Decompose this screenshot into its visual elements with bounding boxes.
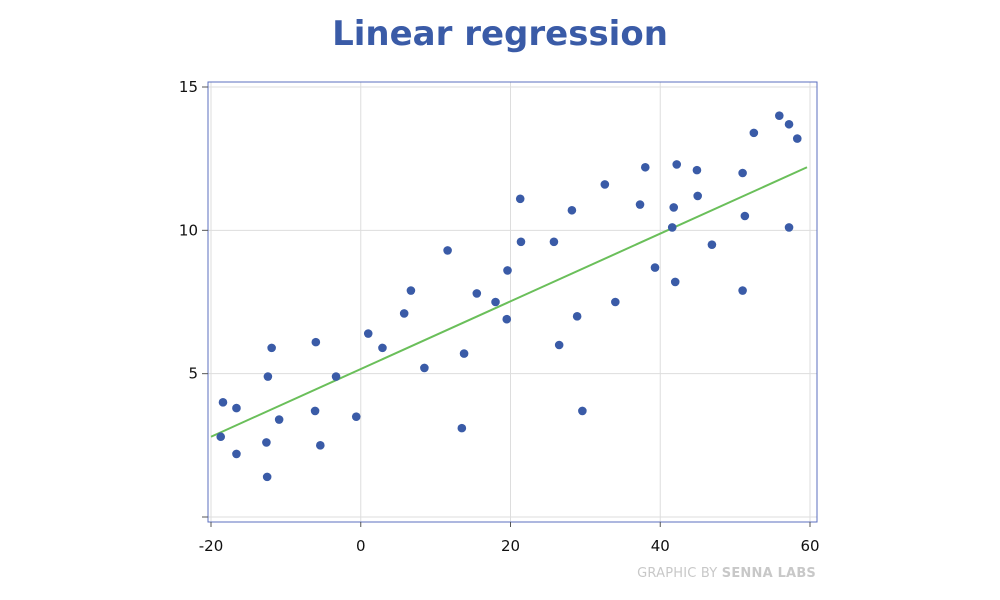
x-tick-label: 0 (356, 537, 366, 555)
data-point (311, 337, 321, 347)
credit-brand: SENNA LABS (721, 566, 816, 581)
data-point (738, 286, 747, 295)
data-point (472, 289, 482, 298)
data-point (232, 403, 241, 413)
x-tick-label: 60 (800, 537, 819, 555)
data-point (775, 111, 784, 120)
data-point (740, 211, 750, 221)
data-point (399, 309, 409, 318)
data-point (310, 406, 320, 416)
data-point (331, 372, 341, 381)
data-point (443, 246, 452, 255)
data-point (792, 134, 802, 143)
data-point (503, 266, 512, 275)
data-point (784, 119, 794, 129)
data-point (611, 297, 620, 307)
data-points (216, 111, 802, 482)
data-point (693, 191, 702, 201)
x-tick-label: -20 (199, 537, 224, 555)
data-point (262, 438, 271, 447)
data-point (572, 312, 582, 321)
credit-prefix: GRAPHIC BY (637, 566, 718, 581)
data-point (640, 162, 650, 172)
data-point (738, 168, 747, 178)
chart-title: Linear regression (332, 14, 668, 54)
data-point (502, 314, 512, 324)
data-point (378, 343, 387, 353)
data-point (670, 277, 680, 287)
x-tick-label: 20 (501, 537, 520, 555)
axes: -20 0 20 40 60 5 10 15 (179, 78, 820, 555)
data-point (491, 297, 500, 307)
data-point (457, 423, 467, 433)
data-point (749, 128, 759, 138)
data-point (667, 223, 677, 232)
data-point (363, 329, 373, 338)
data-point (406, 286, 416, 295)
plot-frame (207, 81, 818, 523)
data-point (351, 412, 361, 421)
data-point (515, 194, 525, 204)
regression-line (210, 166, 808, 438)
data-point (263, 372, 273, 381)
data-point (420, 363, 429, 373)
data-point (267, 343, 276, 353)
regression-line-group (210, 166, 808, 438)
data-point (316, 441, 325, 450)
y-tick-label: 15 (179, 78, 198, 96)
data-point (784, 223, 794, 232)
data-point (459, 349, 469, 358)
data-point (669, 203, 679, 212)
data-point (672, 160, 682, 169)
data-point (567, 205, 577, 215)
data-point (635, 200, 645, 209)
credit-text: GRAPHIC BY SENNA LABS (637, 566, 816, 581)
x-tick-label: 40 (651, 537, 670, 555)
data-point (516, 237, 526, 247)
data-point (578, 406, 587, 416)
y-tick-label: 10 (179, 221, 198, 239)
data-point (216, 432, 226, 442)
data-point (232, 449, 241, 459)
data-point (692, 165, 702, 175)
data-point (707, 240, 717, 249)
data-point (600, 180, 610, 189)
data-point (274, 415, 284, 424)
y-tick-label: 5 (188, 365, 198, 383)
data-point (549, 237, 559, 247)
data-point (218, 398, 228, 407)
data-point (262, 472, 272, 482)
grid-lines (208, 82, 817, 522)
data-point (554, 340, 564, 350)
data-point (650, 263, 660, 272)
